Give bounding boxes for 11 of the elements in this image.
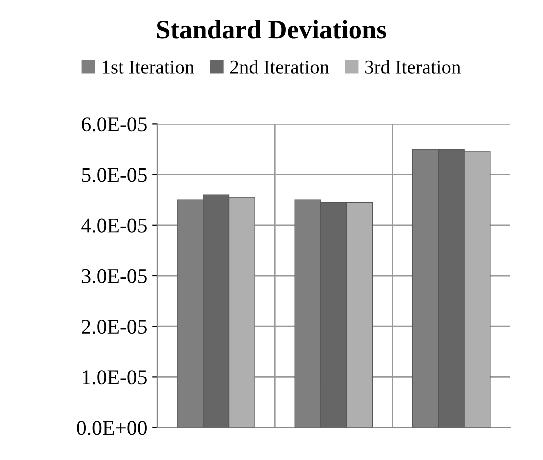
chart-title: Standard Deviations — [157, 20, 386, 39]
y-tick-label: 2.0E-05 — [82, 320, 147, 334]
y-tick-label: 1.0E-05 — [83, 370, 147, 385]
y-tick-label: 5.0E-05 — [82, 168, 147, 182]
y-tick-label: 4.0E-05 — [82, 218, 147, 233]
y-tick-label: 3.0E-05 — [82, 269, 147, 284]
y-tick-label: 0.0E+00 — [77, 421, 147, 436]
legend-label: 1st Iteration — [102, 60, 194, 74]
legend-label: 3rd Iteration — [365, 60, 461, 74]
legend-label: 2nd Iteration — [230, 60, 330, 74]
y-tick-label: 6.0E-05 — [82, 118, 147, 132]
